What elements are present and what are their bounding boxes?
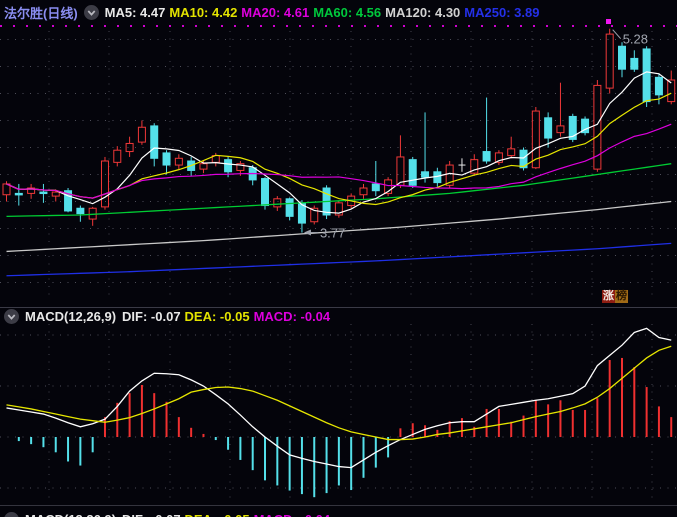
chevron-down-icon[interactable] [83, 5, 99, 20]
kline-chart[interactable]: 5.28 3.77 [0, 25, 677, 307]
high-marker-dot [606, 19, 611, 24]
ma-legend-item-1: MA10: 4.42 [169, 5, 238, 20]
rank-badge-char: 榜 [615, 290, 628, 303]
clipped-legend-item-1: DEA: -0.05 [185, 512, 250, 517]
chevron-down-icon[interactable] [4, 308, 19, 324]
clipped-indicator-title: MACD(12,26,9) [25, 512, 116, 517]
high-price-annotation: 5.28 [623, 32, 648, 47]
macd-legend: DIF: -0.07 DEA: -0.05 MACD: -0.04 [122, 309, 334, 324]
macd-legend-item-2: MACD: -0.04 [253, 308, 331, 324]
ma-legend-item-0: MA5: 4.47 [104, 5, 166, 20]
clipped-indicator-legend: DIF: -0.07 DEA: -0.05 MACD: -0.04 [122, 512, 334, 517]
macd-chart[interactable] [0, 324, 677, 505]
ma-legend-item-5: MA250: 3.89 [464, 5, 540, 20]
ma-legend: MA5: 4.47 MA10: 4.42 MA20: 4.61 MA60: 4.56 M… [105, 5, 544, 20]
ma-legend-item-4: MA120: 4.30 [385, 5, 461, 20]
clipped-legend-item-2: MACD: -0.04 [254, 512, 331, 517]
macd-legend-item-0: DIF: -0.07 [122, 308, 181, 324]
clipped-legend-item-0: DIF: -0.07 [122, 512, 181, 517]
rank-badge-char: 涨 [602, 290, 615, 303]
stock-title[interactable]: 法尔胜(日线) [4, 6, 78, 21]
chevron-down-icon [4, 512, 19, 517]
rank-badge[interactable]: 涨榜 [602, 290, 628, 303]
macd-legend-item-1: DEA: -0.05 [184, 308, 250, 324]
ma-legend-item-3: MA60: 4.56 [313, 5, 382, 20]
kline-header: 法尔胜(日线) MA5: 4.47 MA10: 4.42 MA20: 4.61 MA6… [0, 0, 677, 25]
low-price-annotation: 3.77 [320, 226, 345, 241]
macd-header: MACD(12,26,9) DIF: -0.07 DEA: -0.05 MACD: … [0, 308, 677, 324]
macd-title: MACD(12,26,9) [25, 308, 117, 324]
next-panel-header-clipped: MACD(12,26,9) DIF: -0.07 DEA: -0.05 MACD: … [0, 505, 677, 517]
panel-divider [0, 307, 677, 308]
ma-legend-item-2: MA20: 4.61 [241, 5, 310, 20]
